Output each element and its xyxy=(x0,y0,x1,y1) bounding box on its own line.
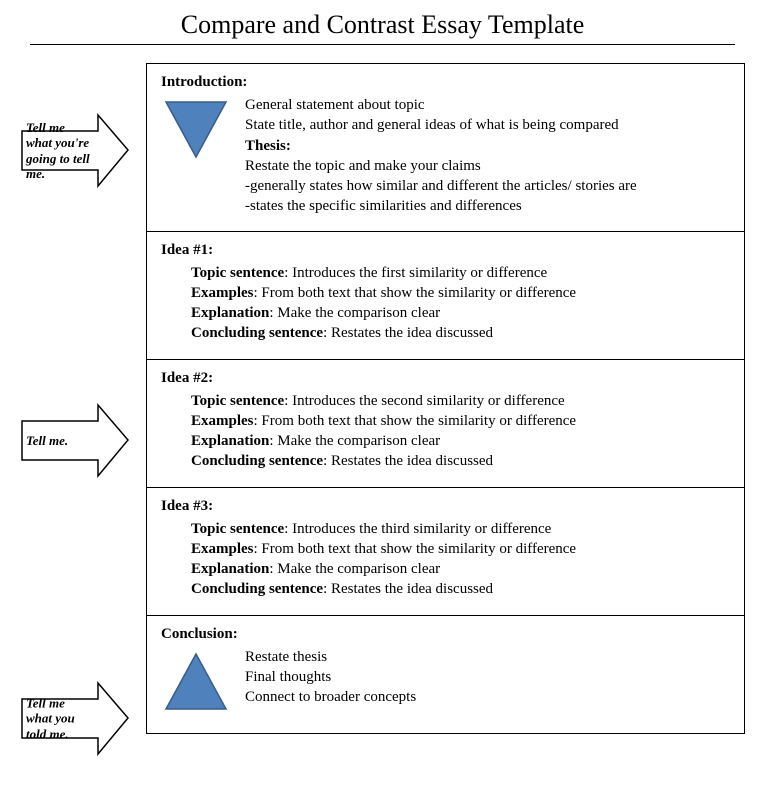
idea3-section: Idea #3: Topic sentence: Introduces the … xyxy=(147,488,744,616)
introduction-heading: Introduction: xyxy=(161,74,730,91)
arrow-conclusion: Tell me what you told me. xyxy=(20,681,130,756)
conclusion-section: Conclusion: Restate thesis Final thought… xyxy=(147,616,744,733)
intro-line: General statement about topic xyxy=(245,95,637,115)
arrow-conclusion-label: Tell me what you told me. xyxy=(26,695,94,742)
intro-line: -generally states how similar and differ… xyxy=(245,176,637,196)
idea1-section: Idea #1: Topic sentence: Introduces the … xyxy=(147,232,744,360)
idea-line: Concluding sentence: Restates the idea d… xyxy=(191,451,730,471)
arrow-intro: Tell me what you're going to tell me. xyxy=(20,113,130,188)
arrow-body-label: Tell me. xyxy=(26,433,94,449)
idea-line: Examples: From both text that show the s… xyxy=(191,539,730,559)
idea1-heading: Idea #1: xyxy=(161,242,730,259)
main-column: Introduction: General statement about to… xyxy=(146,63,745,734)
idea-line: Examples: From both text that show the s… xyxy=(191,283,730,303)
idea-line: Explanation: Make the comparison clear xyxy=(191,431,730,451)
introduction-body: General statement about topic State titl… xyxy=(245,95,637,217)
conclusion-body: Restate thesis Final thoughts Connect to… xyxy=(245,647,416,708)
intro-line: -states the specific similarities and di… xyxy=(245,196,637,216)
intro-line: State title, author and general ideas of… xyxy=(245,115,637,135)
arrows-column: Tell me what you're going to tell me. Te… xyxy=(20,63,130,734)
idea-line: Topic sentence: Introduces the first sim… xyxy=(191,263,730,283)
idea-line: Examples: From both text that show the s… xyxy=(191,411,730,431)
arrow-intro-label: Tell me what you're going to tell me. xyxy=(26,119,94,181)
triangle-up-icon xyxy=(161,649,231,714)
intro-line: Restate the topic and make your claims xyxy=(245,156,637,176)
conclusion-heading: Conclusion: xyxy=(161,626,730,643)
idea3-heading: Idea #3: xyxy=(161,498,730,515)
idea2-heading: Idea #2: xyxy=(161,370,730,387)
page-title: Compare and Contrast Essay Template xyxy=(30,10,735,45)
idea2-section: Idea #2: Topic sentence: Introduces the … xyxy=(147,360,744,488)
idea-line: Topic sentence: Introduces the second si… xyxy=(191,391,730,411)
thesis-label: Thesis: xyxy=(245,136,637,156)
conclusion-line: Connect to broader concepts xyxy=(245,687,416,707)
conclusion-line: Final thoughts xyxy=(245,667,416,687)
idea-line: Topic sentence: Introduces the third sim… xyxy=(191,519,730,539)
idea-line: Concluding sentence: Restates the idea d… xyxy=(191,323,730,343)
introduction-section: Introduction: General statement about to… xyxy=(147,64,744,232)
idea-line: Explanation: Make the comparison clear xyxy=(191,303,730,323)
idea-line: Explanation: Make the comparison clear xyxy=(191,559,730,579)
conclusion-line: Restate thesis xyxy=(245,647,416,667)
idea-line: Concluding sentence: Restates the idea d… xyxy=(191,579,730,599)
triangle-down-icon xyxy=(161,97,231,162)
arrow-body: Tell me. xyxy=(20,403,130,478)
layout: Tell me what you're going to tell me. Te… xyxy=(20,63,745,734)
